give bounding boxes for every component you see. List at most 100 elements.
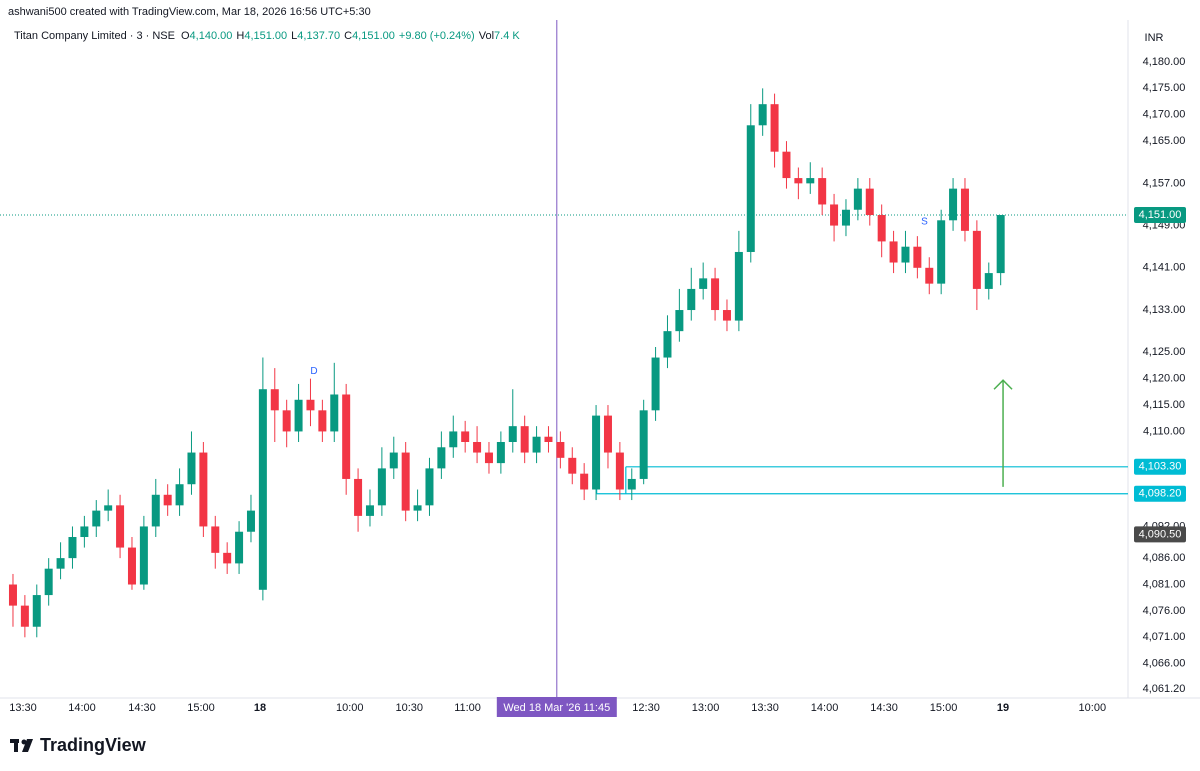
candle-body bbox=[318, 410, 327, 432]
candle-body bbox=[937, 220, 946, 284]
candle-body bbox=[68, 537, 77, 559]
candle-body bbox=[722, 310, 731, 321]
x-tick-label: 10:30 bbox=[395, 702, 423, 714]
y-tick-label: 4,066.00 bbox=[1143, 658, 1186, 670]
footer: TradingView bbox=[40, 735, 147, 755]
price-label-bg bbox=[1134, 207, 1186, 224]
x-tick-label: 14:30 bbox=[870, 702, 898, 714]
candle-body bbox=[806, 178, 815, 184]
candle-body bbox=[246, 510, 255, 532]
legend-key: L bbox=[291, 30, 297, 42]
candle-body bbox=[270, 389, 279, 411]
candle-body bbox=[770, 104, 779, 152]
x-tick-label: 19 bbox=[997, 702, 1009, 714]
y-tick-label: 4,125.00 bbox=[1143, 346, 1186, 358]
crosshair-label-bg bbox=[496, 697, 617, 717]
x-tick-label: 13:30 bbox=[9, 702, 37, 714]
candle-body bbox=[127, 547, 136, 585]
price-label: 4,090.50 bbox=[1139, 528, 1182, 540]
x-tick-label: 10:00 bbox=[336, 702, 364, 714]
legend: Titan Company Limited · 3 · NSE O4,140.00… bbox=[14, 30, 520, 42]
legend-key: C bbox=[344, 30, 352, 42]
candle-body bbox=[235, 531, 244, 564]
candle-body bbox=[568, 457, 577, 474]
candle-body bbox=[425, 468, 434, 506]
arrow-head bbox=[993, 379, 1013, 390]
candle-body bbox=[187, 452, 196, 485]
price-label: 4,103.30 bbox=[1139, 461, 1182, 473]
candle-body bbox=[449, 431, 458, 448]
candle-body bbox=[841, 209, 850, 226]
candle-body bbox=[901, 246, 910, 263]
candle-body bbox=[782, 151, 791, 179]
candle-body bbox=[473, 441, 482, 453]
y-tick-label: 4,165.00 bbox=[1143, 135, 1186, 147]
y-tick-label: 4,180.00 bbox=[1143, 56, 1186, 68]
candle-body bbox=[294, 399, 303, 432]
x-tick-label: 14:30 bbox=[128, 702, 156, 714]
y-tick-label: 4,081.00 bbox=[1143, 578, 1186, 590]
candle-body bbox=[354, 478, 363, 516]
candle-body bbox=[44, 568, 53, 596]
legend-key: O bbox=[181, 30, 190, 42]
candle-body bbox=[699, 278, 708, 289]
candle-body bbox=[104, 505, 113, 511]
candle-body bbox=[651, 357, 660, 411]
legend-key: Vol bbox=[479, 30, 494, 42]
x-tick-label: 13:30 bbox=[751, 702, 779, 714]
price-label: 4,151.00 bbox=[1139, 209, 1182, 221]
legend-value: 7.4 K bbox=[494, 30, 520, 42]
candle-body bbox=[592, 415, 601, 490]
marker: D bbox=[310, 366, 317, 377]
x-tick-label: 14:00 bbox=[811, 702, 839, 714]
candle-body bbox=[687, 288, 696, 311]
candle-body bbox=[794, 178, 803, 184]
candle-body bbox=[984, 273, 993, 289]
y-tick-label: 4,086.00 bbox=[1143, 552, 1186, 564]
candle-body bbox=[199, 452, 208, 527]
y-tick-label: 4,175.00 bbox=[1143, 82, 1186, 94]
candle-body bbox=[56, 558, 65, 569]
price-label-bg bbox=[1134, 485, 1186, 502]
candle-body bbox=[151, 494, 160, 527]
candle-body bbox=[734, 251, 743, 321]
candle-body bbox=[925, 267, 934, 284]
candle-body bbox=[92, 510, 101, 527]
legend-value: 4,140.00 bbox=[190, 30, 233, 42]
y-tick-label: 4,061.20 bbox=[1143, 683, 1186, 695]
y-tick-label: 4,115.00 bbox=[1143, 399, 1185, 411]
legend-value: 4,137.70 bbox=[297, 30, 340, 42]
candle-body bbox=[80, 526, 89, 538]
x-tick-label: 10:00 bbox=[1079, 702, 1107, 714]
candle-body bbox=[377, 468, 386, 506]
candle-body bbox=[663, 331, 672, 358]
marker: S bbox=[921, 217, 928, 228]
candle-body bbox=[508, 426, 517, 442]
candle-body bbox=[746, 125, 755, 252]
candle-body bbox=[306, 399, 315, 411]
candle-body bbox=[258, 389, 267, 590]
candle-body bbox=[401, 452, 410, 511]
legend-value: 4,151.00 bbox=[352, 30, 395, 42]
candle-body bbox=[330, 394, 339, 432]
candle-body bbox=[389, 452, 398, 469]
candle-body bbox=[627, 478, 636, 490]
candle-body bbox=[139, 526, 148, 585]
candle-body bbox=[342, 394, 351, 479]
candle-body bbox=[675, 310, 684, 332]
y-tick-label: 4,141.00 bbox=[1143, 262, 1186, 274]
price-label: 4,098.20 bbox=[1139, 488, 1182, 500]
y-tick-label: 4,157.00 bbox=[1143, 177, 1186, 189]
candle-body bbox=[413, 505, 422, 511]
candle-body bbox=[639, 410, 648, 479]
x-tick-label: 12:30 bbox=[632, 702, 660, 714]
candle-body bbox=[20, 605, 29, 627]
x-tick-label: 18 bbox=[254, 702, 266, 714]
candle-body bbox=[520, 426, 529, 453]
y-tick-label: 4,120.00 bbox=[1143, 373, 1186, 385]
y-tick-label: 4,133.00 bbox=[1143, 304, 1186, 316]
candle-body bbox=[484, 452, 493, 464]
candle-body bbox=[365, 505, 374, 516]
candle-body bbox=[711, 278, 720, 311]
